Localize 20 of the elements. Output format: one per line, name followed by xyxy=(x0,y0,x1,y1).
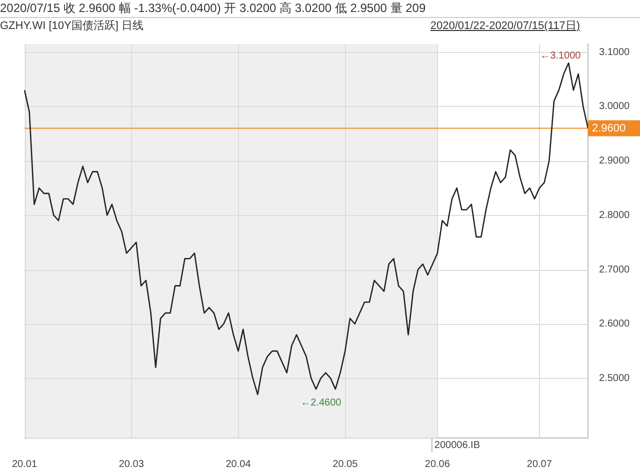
text: 2020/01/22-2020/07/15(117日) xyxy=(430,19,580,34)
y-tick-label: 2.5000 xyxy=(599,372,630,384)
chart-subtitle: GZHY.WI [10Y国债活跃] 日线 xyxy=(0,20,144,32)
x-tick-label: 20.03 xyxy=(118,458,144,468)
y-tick-label: 2.7000 xyxy=(599,264,630,276)
annotation: ←3.1000 xyxy=(540,50,582,62)
ref-line-label: 2.9600 xyxy=(592,122,626,134)
x-tick-label: 20.01 xyxy=(12,458,38,468)
x-tick-label: 20.05 xyxy=(332,458,358,468)
y-tick-label: 3.1000 xyxy=(599,46,630,58)
y-tick-label: 2.6000 xyxy=(599,318,630,330)
annotation: ←2.4600 xyxy=(300,397,342,408)
band-label: 200006.IB xyxy=(434,440,480,451)
y-tick-label: 3.0000 xyxy=(599,101,630,112)
y-tick-label: 2.8000 xyxy=(599,210,630,221)
x-tick-label: 20.04 xyxy=(226,458,252,468)
x-tick-label: 20.06 xyxy=(424,458,450,468)
x-tick-label: 20.07 xyxy=(526,458,552,468)
y-tick-label: 2.9000 xyxy=(599,156,630,167)
chart-title: 2020/07/15 收 2.9600 幅 -1.33%(-0.0400) 开 3.0200 高 3.0200 低 2.9500 量 209 xyxy=(0,0,640,18)
